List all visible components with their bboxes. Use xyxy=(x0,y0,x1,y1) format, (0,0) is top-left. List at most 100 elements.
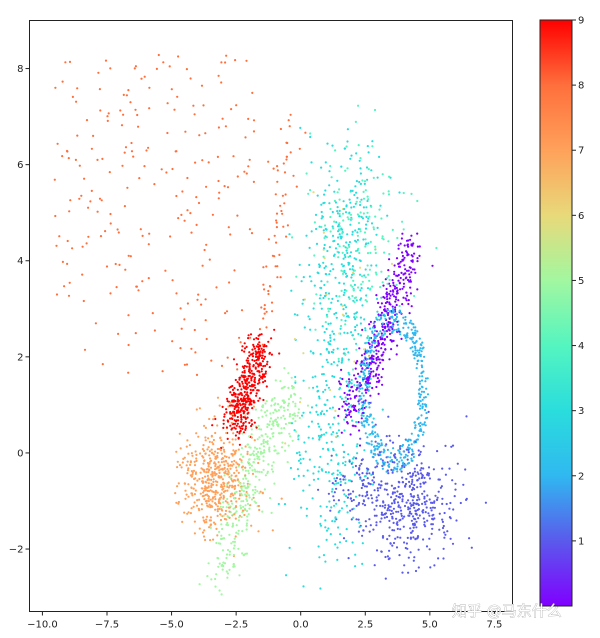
scatter-point xyxy=(365,391,368,394)
scatter-point xyxy=(258,470,261,473)
scatter-point xyxy=(341,359,344,362)
scatter-point xyxy=(380,217,383,220)
scatter-point xyxy=(75,100,78,103)
scatter-point xyxy=(427,466,431,469)
scatter-point xyxy=(240,447,244,450)
scatter-point xyxy=(246,394,249,397)
scatter-point xyxy=(194,477,197,480)
scatter-point xyxy=(331,406,334,409)
scatter-point xyxy=(401,464,404,467)
scatter-point xyxy=(242,509,245,512)
scatter-point xyxy=(353,374,356,377)
scatter-point xyxy=(256,343,260,346)
scatter-point xyxy=(233,540,236,544)
scatter-point xyxy=(229,401,232,404)
scatter-point xyxy=(205,185,208,188)
scatter-point xyxy=(235,510,238,513)
scatter-point xyxy=(430,523,433,526)
scatter-point xyxy=(350,276,353,279)
scatter-point xyxy=(378,155,381,158)
scatter-point xyxy=(353,269,356,272)
scatter-point xyxy=(284,422,287,426)
scatter-point xyxy=(328,500,331,503)
scatter-point xyxy=(278,352,281,355)
scatter-point xyxy=(347,371,350,374)
scatter-point xyxy=(369,357,372,360)
scatter-point xyxy=(238,497,241,500)
scatter-point xyxy=(388,463,391,466)
scatter-point xyxy=(243,395,246,398)
scatter-point xyxy=(421,433,424,436)
scatter-point xyxy=(198,498,201,501)
scatter-point xyxy=(253,446,257,449)
scatter-point xyxy=(374,271,377,274)
scatter-point xyxy=(202,494,205,497)
scatter-point xyxy=(363,352,366,355)
scatter-point xyxy=(238,385,241,388)
scatter-point xyxy=(312,478,316,481)
scatter-point xyxy=(390,502,394,505)
scatter-point xyxy=(318,225,321,228)
scatter-point xyxy=(204,452,207,455)
scatter-point xyxy=(280,431,283,434)
scatter-point xyxy=(359,211,362,214)
scatter-point xyxy=(231,413,234,416)
scatter-point xyxy=(334,276,337,279)
scatter-point xyxy=(238,393,241,396)
scatter-point xyxy=(384,348,387,351)
scatter-point xyxy=(186,469,190,472)
scatter-point xyxy=(252,364,255,367)
scatter-point xyxy=(293,338,296,341)
scatter-point xyxy=(392,339,395,342)
scatter-point xyxy=(209,519,212,522)
scatter-point xyxy=(222,442,225,445)
scatter-point xyxy=(368,336,372,340)
scatter-point xyxy=(231,438,234,441)
scatter-point xyxy=(395,546,399,549)
scatter-point xyxy=(174,492,177,495)
scatter-point xyxy=(433,501,436,504)
scatter-point xyxy=(200,503,203,506)
scatter-point xyxy=(374,362,377,365)
scatter-point xyxy=(220,537,223,541)
scatter-point xyxy=(298,147,301,150)
scatter-point xyxy=(343,500,346,503)
scatter-point xyxy=(365,223,368,226)
scatter-point xyxy=(252,119,256,122)
scatter-point xyxy=(235,469,238,472)
scatter-point xyxy=(315,293,318,296)
scatter-point xyxy=(376,310,379,313)
scatter-point xyxy=(252,454,256,457)
scatter-point xyxy=(383,305,386,308)
scatter-point xyxy=(139,228,142,231)
scatter-point xyxy=(424,481,427,484)
scatter-point xyxy=(393,287,397,290)
scatter-point xyxy=(318,297,321,300)
scatter-point xyxy=(343,493,346,496)
scatter-point xyxy=(325,293,328,296)
scatter-point xyxy=(220,492,223,495)
scatter-point xyxy=(419,485,422,488)
scatter-point xyxy=(348,373,351,376)
scatter-point xyxy=(253,347,256,350)
scatter-point xyxy=(321,365,324,368)
scatter-point xyxy=(217,542,220,545)
scatter-point xyxy=(366,178,369,181)
scatter-point xyxy=(225,431,228,435)
scatter-point xyxy=(264,474,267,477)
scatter-point xyxy=(374,466,377,469)
scatter-point xyxy=(293,313,296,316)
scatter-point xyxy=(366,415,369,418)
scatter-point xyxy=(300,506,303,509)
scatter-point xyxy=(394,313,397,316)
scatter-point xyxy=(210,486,213,489)
scatter-point xyxy=(191,454,194,457)
scatter-point xyxy=(243,513,246,517)
scatter-point xyxy=(374,346,377,349)
scatter-point xyxy=(274,418,277,421)
scatter-point xyxy=(364,268,367,271)
scatter-point xyxy=(340,235,343,239)
scatter-point xyxy=(171,167,174,171)
scatter-point xyxy=(350,386,353,389)
scatter-point xyxy=(268,420,272,423)
